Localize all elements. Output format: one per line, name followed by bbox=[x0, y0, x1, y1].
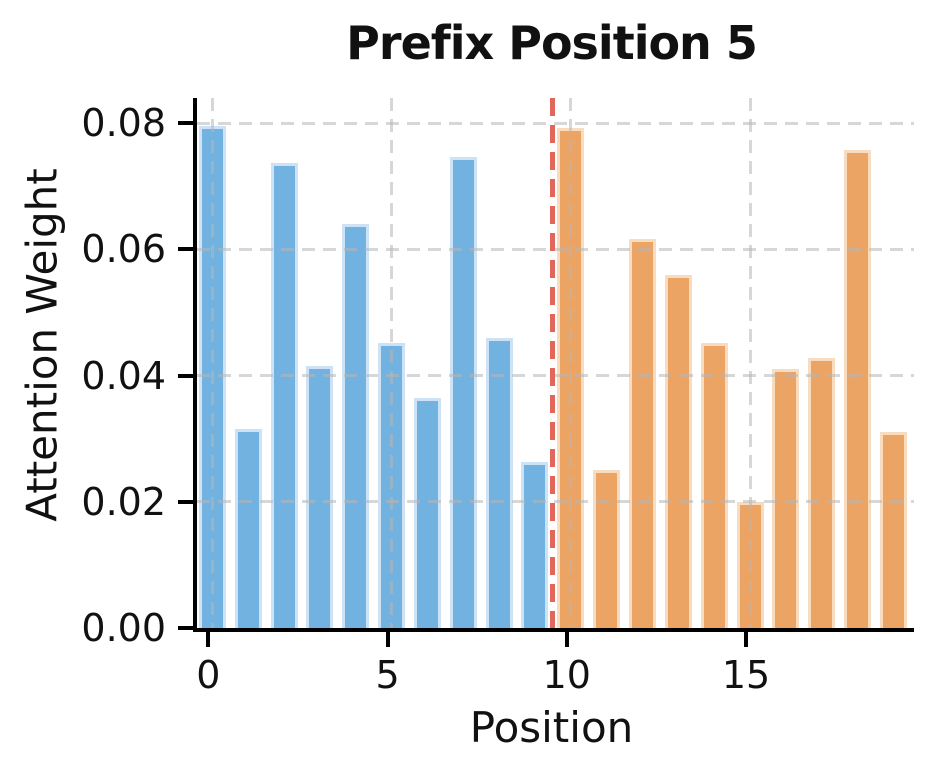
y-tick-mark bbox=[178, 247, 193, 252]
bar-position-6 bbox=[413, 397, 441, 628]
bar-position-2 bbox=[270, 163, 298, 628]
bar-position-16 bbox=[772, 369, 800, 628]
x-gridline bbox=[210, 98, 214, 628]
bar-position-9 bbox=[521, 462, 549, 628]
y-tick-mark bbox=[178, 373, 193, 378]
bar-position-1 bbox=[234, 429, 262, 628]
y-gridline bbox=[197, 374, 914, 378]
bar-position-7 bbox=[449, 156, 477, 628]
bar-position-4 bbox=[342, 224, 370, 628]
y-axis-label-text: Attention Weight bbox=[17, 168, 67, 522]
x-tick-label: 5 bbox=[375, 653, 400, 697]
y-tick-mark bbox=[178, 121, 193, 126]
x-gridline bbox=[748, 98, 752, 628]
y-tick-label: 0.00 bbox=[81, 606, 166, 650]
x-gridline bbox=[569, 98, 573, 628]
x-tick-label: 0 bbox=[196, 653, 221, 697]
y-tick-label: 0.08 bbox=[81, 101, 166, 146]
y-tick-mark bbox=[178, 626, 193, 630]
bar-position-19 bbox=[879, 432, 907, 628]
chart-title: Prefix Position 5 bbox=[346, 16, 758, 70]
bar-position-3 bbox=[306, 366, 334, 628]
x-tick-mark bbox=[385, 632, 390, 647]
y-tick-label: 0.06 bbox=[81, 227, 166, 272]
y-tick-label: 0.04 bbox=[81, 353, 166, 398]
x-tick-label: 10 bbox=[542, 653, 591, 697]
y-tick-label: 0.02 bbox=[81, 479, 166, 524]
x-tick-mark bbox=[564, 632, 569, 647]
bar-position-8 bbox=[485, 337, 513, 628]
bar-position-13 bbox=[664, 274, 692, 628]
bar-position-14 bbox=[700, 342, 728, 628]
x-tick-mark bbox=[206, 632, 211, 647]
x-gridline bbox=[390, 98, 394, 628]
y-gridline bbox=[197, 500, 914, 504]
prefix-suffix-divider-line bbox=[550, 98, 556, 628]
bar-position-18 bbox=[844, 149, 872, 628]
bar-position-12 bbox=[629, 239, 656, 628]
y-gridline bbox=[197, 121, 914, 125]
x-axis-label: Position bbox=[469, 703, 634, 752]
y-tick-mark bbox=[178, 499, 193, 504]
x-tick-label: 15 bbox=[721, 653, 771, 697]
x-tick-mark bbox=[744, 632, 749, 647]
bar-position-11 bbox=[593, 469, 621, 628]
plot-area bbox=[193, 98, 914, 632]
y-gridline bbox=[197, 247, 914, 251]
bar-position-17 bbox=[808, 357, 836, 628]
